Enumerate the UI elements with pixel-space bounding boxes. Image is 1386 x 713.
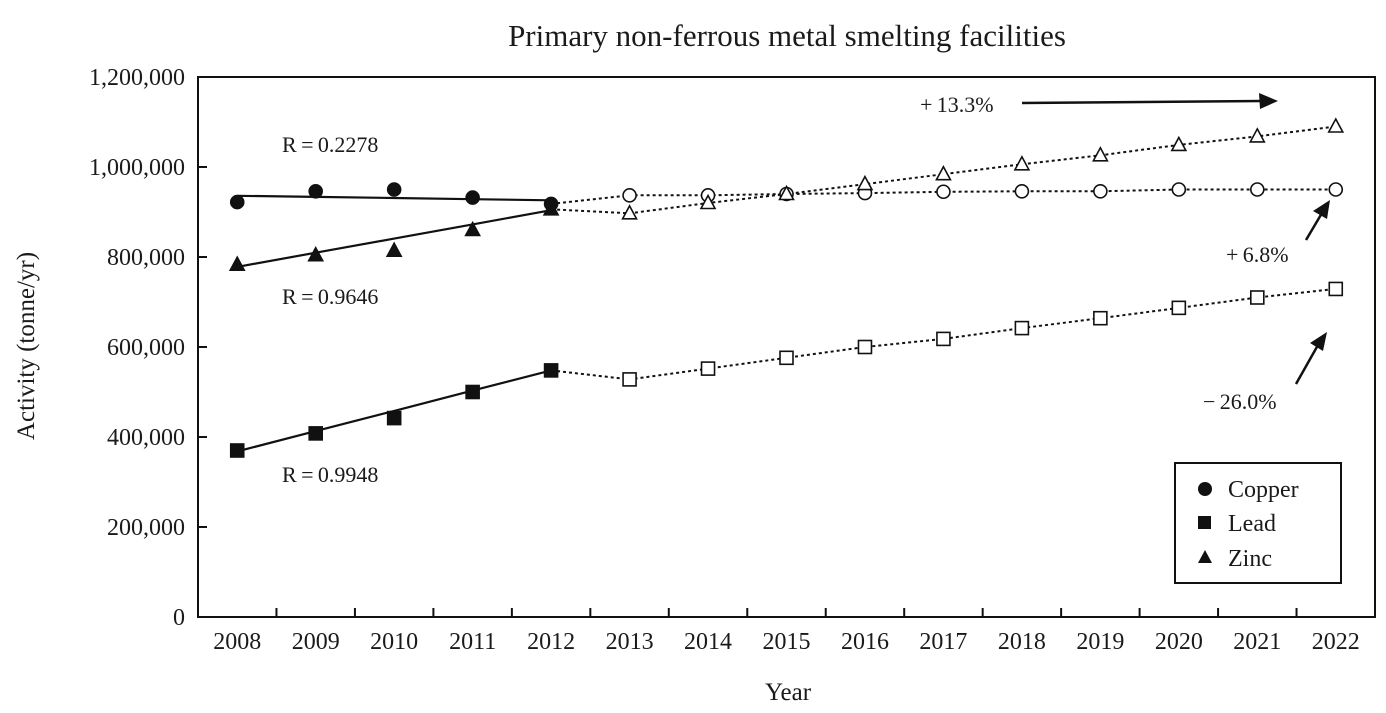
lead-point bbox=[1093, 310, 1108, 326]
y-tick-label: 0 bbox=[173, 605, 185, 631]
legend-lead-label: Lead bbox=[1228, 511, 1276, 537]
zinc-r-value-label: R = 0.9646 bbox=[282, 284, 378, 309]
x-tick-label: 2017 bbox=[919, 629, 967, 655]
copper-point bbox=[386, 182, 402, 197]
y-tick-label: 800,000 bbox=[107, 245, 185, 271]
lead-point bbox=[1328, 281, 1344, 297]
series-lines bbox=[236, 125, 1336, 453]
copper-point bbox=[1328, 182, 1344, 197]
y-tick-label: 400,000 bbox=[107, 425, 185, 451]
chart-title: Primary non-ferrous metal smelting facil… bbox=[508, 18, 1066, 53]
lead-point bbox=[779, 350, 794, 366]
x-tick-label: 2021 bbox=[1233, 629, 1281, 655]
copper-fit-line bbox=[237, 194, 552, 202]
copper-r-value-label: R = 0.2278 bbox=[282, 132, 378, 157]
zinc-point bbox=[1248, 127, 1266, 143]
lead-point bbox=[936, 331, 951, 347]
x-tick-label: 2020 bbox=[1155, 629, 1203, 655]
legend-lead-marker bbox=[1198, 516, 1211, 529]
copper-point bbox=[1250, 182, 1265, 197]
copper-change-arrow-head bbox=[1313, 200, 1330, 219]
lead-change-arrow-head bbox=[1310, 332, 1327, 351]
zinc-point bbox=[621, 204, 638, 220]
zinc-point bbox=[307, 246, 325, 262]
zinc-point bbox=[856, 174, 874, 191]
copper-point bbox=[229, 194, 245, 210]
x-tick-label: 2009 bbox=[292, 629, 340, 655]
zinc-point bbox=[1013, 155, 1031, 171]
x-tick-label: 2010 bbox=[370, 629, 418, 655]
x-tick-label: 2018 bbox=[998, 629, 1046, 655]
zinc-point bbox=[228, 255, 246, 271]
zinc-point bbox=[464, 220, 481, 237]
y-tick-label: 600,000 bbox=[107, 335, 185, 361]
zinc-point bbox=[1327, 117, 1345, 133]
zinc-point bbox=[1092, 146, 1109, 162]
copper-point bbox=[465, 190, 480, 205]
y-tick-label: 200,000 bbox=[107, 515, 185, 541]
legend-copper-marker bbox=[1198, 482, 1212, 496]
lead-point bbox=[1250, 290, 1265, 305]
lead-point bbox=[386, 410, 402, 426]
copper-point bbox=[1171, 182, 1187, 197]
zinc-change-arrow-head bbox=[1259, 93, 1278, 109]
legend-zinc-marker bbox=[1198, 550, 1212, 563]
zinc-point bbox=[1170, 135, 1188, 152]
lead-point bbox=[229, 443, 245, 458]
zinc-fit-line bbox=[237, 209, 552, 268]
lead-point bbox=[700, 361, 716, 376]
legend-zinc-label: Zinc bbox=[1228, 546, 1272, 572]
x-tick-label: 2012 bbox=[527, 629, 575, 655]
axes: 0 200,000 400,000 600,000 800,000 1,000,000 1,… bbox=[89, 65, 1360, 655]
copper-point bbox=[308, 184, 324, 199]
x-tick-label: 2008 bbox=[213, 629, 261, 655]
lead-point bbox=[1014, 320, 1030, 336]
lead-r-value-label: R = 0.9948 bbox=[282, 462, 378, 487]
zinc-point bbox=[385, 241, 403, 258]
lead-point bbox=[857, 339, 873, 355]
zinc-point bbox=[542, 200, 560, 216]
series-markers bbox=[228, 117, 1345, 458]
lead-point bbox=[543, 363, 559, 378]
copper-change-arrow bbox=[1304, 212, 1324, 241]
x-tick-label: 2016 bbox=[841, 629, 889, 655]
zinc-point bbox=[699, 193, 717, 210]
x-tick-label: 2022 bbox=[1312, 629, 1360, 655]
copper-point bbox=[936, 184, 951, 200]
x-tick-label: 2015 bbox=[763, 629, 811, 655]
x-tick-label: 2014 bbox=[684, 629, 732, 655]
y-tick-label: 1,200,000 bbox=[89, 65, 185, 91]
copper-point bbox=[622, 188, 637, 203]
zinc-point bbox=[778, 184, 795, 201]
copper-point bbox=[1093, 184, 1108, 199]
lead-point bbox=[622, 372, 637, 387]
x-axis-label: Year bbox=[765, 679, 812, 706]
y-tick-label: 1,000,000 bbox=[89, 155, 185, 181]
x-tick-label: 2011 bbox=[449, 629, 496, 655]
copper-point bbox=[1014, 184, 1030, 199]
lead-change-label: − 26.0% bbox=[1203, 389, 1277, 414]
zinc-point bbox=[935, 165, 952, 181]
annotations: R = 0.2278 R = 0.9646 R = 0.9948 + 13.3%… bbox=[282, 92, 1330, 487]
x-tick-label: 2019 bbox=[1076, 629, 1124, 655]
lead-point bbox=[308, 426, 324, 441]
x-tick-label: 2013 bbox=[606, 629, 654, 655]
zinc-change-label: + 13.3% bbox=[920, 92, 994, 117]
y-axis-label: Activity (tonne/yr) bbox=[13, 252, 40, 440]
lead-change-arrow bbox=[1294, 344, 1320, 385]
zinc-change-arrow bbox=[1021, 99, 1263, 105]
legend-copper-label: Copper bbox=[1228, 477, 1299, 503]
lead-point bbox=[465, 384, 480, 400]
copper-change-label: + 6.8% bbox=[1226, 242, 1289, 267]
lead-point bbox=[1171, 300, 1187, 316]
legend: Copper Lead Zinc bbox=[1174, 462, 1342, 584]
